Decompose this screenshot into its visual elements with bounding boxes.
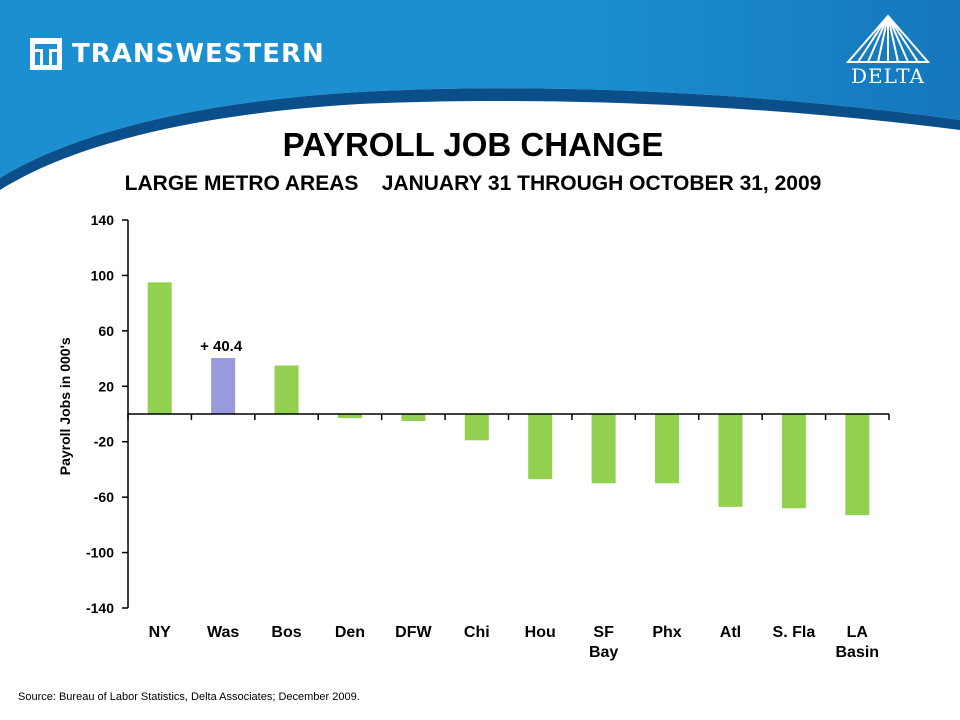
bar-ny bbox=[147, 282, 172, 414]
transwestern-mark-icon bbox=[30, 38, 62, 70]
y-tick-label: 60 bbox=[98, 323, 114, 339]
bar-sfla bbox=[781, 414, 806, 509]
x-category-label: Basin bbox=[836, 644, 880, 661]
x-category-label: DFW bbox=[395, 624, 432, 641]
chart-title: PAYROLL JOB CHANGE bbox=[282, 126, 664, 163]
y-tick-label: 20 bbox=[98, 378, 114, 394]
y-axis-title: Payroll Jobs in 000's bbox=[57, 337, 73, 475]
highlight-data-label: + 40.4 bbox=[200, 338, 243, 355]
x-category-label: Phx bbox=[652, 624, 681, 641]
x-category-label: Hou bbox=[525, 624, 556, 641]
x-category-label: Atl bbox=[720, 624, 741, 641]
y-tick-label: 140 bbox=[91, 212, 115, 228]
x-category-label: Bos bbox=[271, 624, 301, 641]
delta-logo-icon bbox=[845, 14, 931, 63]
x-category-label: Bay bbox=[589, 644, 618, 661]
x-category-label: Chi bbox=[464, 624, 490, 641]
bar-was bbox=[211, 358, 236, 414]
bar-dfw bbox=[401, 414, 426, 421]
source-note: Source: Bureau of Labor Statistics, Delt… bbox=[18, 691, 360, 703]
bar-den bbox=[337, 414, 362, 419]
chart-subtitle: LARGE METRO AREAS JANUARY 31 THROUGH OCT… bbox=[124, 172, 822, 195]
x-category-label: S. Fla bbox=[773, 624, 816, 641]
bar-hou bbox=[528, 414, 553, 480]
x-category-label: SF bbox=[593, 624, 614, 641]
transwestern-logo: TRANSWESTERN bbox=[30, 38, 325, 70]
transwestern-logo-text: TRANSWESTERN bbox=[72, 39, 325, 69]
bar-phx bbox=[655, 414, 680, 484]
bar-sf-bay bbox=[591, 414, 616, 484]
x-category-label: Was bbox=[207, 624, 239, 641]
header-banner bbox=[0, 0, 960, 190]
bar-bos bbox=[274, 365, 299, 414]
x-category-label: NY bbox=[149, 624, 172, 641]
y-tick-label: -20 bbox=[94, 434, 114, 450]
y-tick-label: -140 bbox=[86, 600, 114, 616]
bar-chi bbox=[464, 414, 489, 441]
y-tick-label: -100 bbox=[86, 545, 114, 561]
x-category-label: LA bbox=[847, 624, 869, 641]
delta-logo-text: DELTA bbox=[851, 64, 925, 88]
x-category-label: Den bbox=[335, 624, 365, 641]
y-tick-label: -60 bbox=[94, 489, 114, 505]
bar-la-basin bbox=[845, 414, 870, 516]
y-tick-label: 100 bbox=[91, 267, 115, 283]
bar-atl bbox=[718, 414, 743, 507]
